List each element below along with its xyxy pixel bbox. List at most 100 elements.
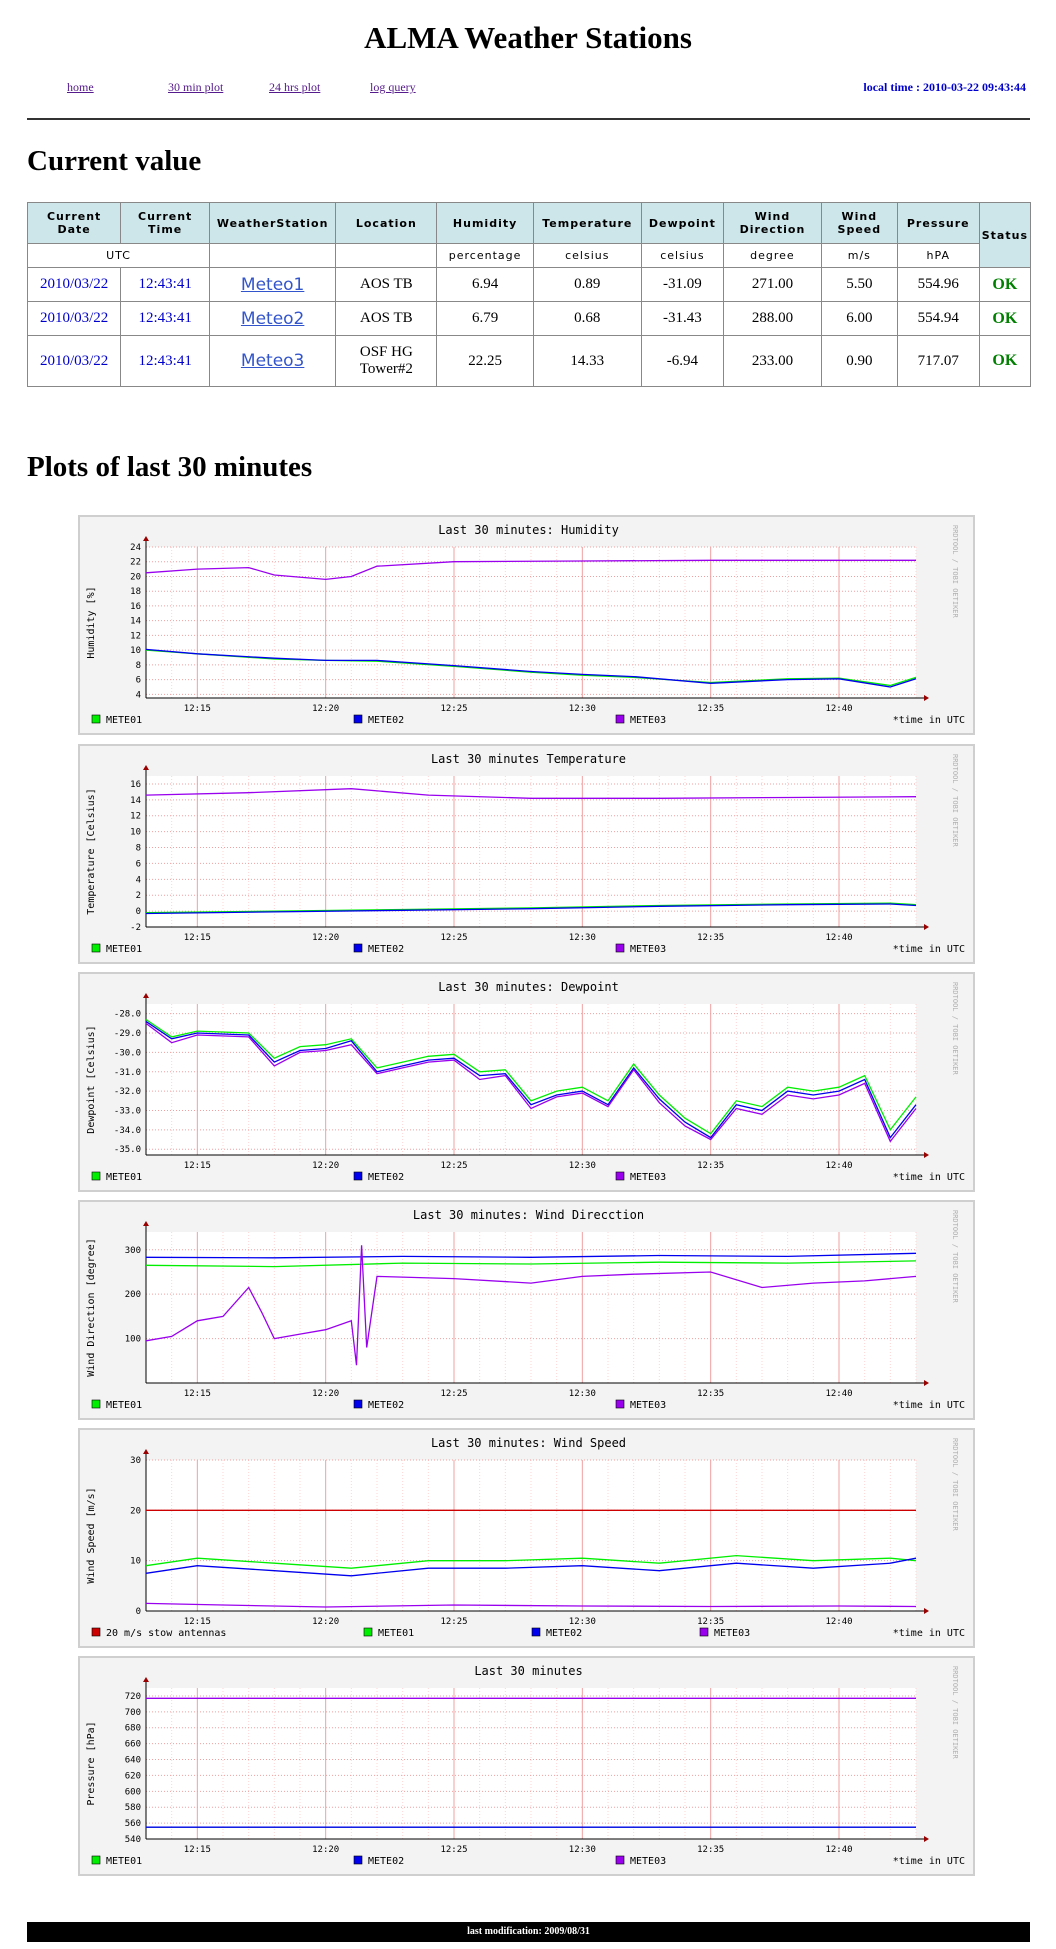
y-tick-label: 4 [136, 690, 141, 700]
time-note: *time in UTC [893, 1628, 965, 1639]
y-tick-label: -32.0 [114, 1087, 141, 1097]
wind-speed-cell: 6.00 [820, 301, 898, 336]
y-tick-label: 14 [130, 617, 141, 627]
x-tick-label: 12:30 [569, 1845, 596, 1855]
chart-svg: 4 6 8 10 12 14 16 18 20 22 24 12:15 12:20 12:25 12:30 1… [86, 523, 965, 726]
y-tick-label: 14 [130, 796, 141, 806]
legend-label: METE03 [630, 715, 666, 726]
y-tick-label: 640 [125, 1756, 141, 1766]
x-tick-label: 12:35 [697, 1389, 724, 1399]
y-tick-label: 16 [130, 602, 141, 612]
series-line-mete02 [145, 1557, 917, 1577]
series-line-mete03 [145, 1245, 917, 1366]
series-line-mete02 [145, 648, 917, 688]
y-tick-label: 600 [125, 1787, 141, 1797]
y-tick-label: 30 [130, 1456, 141, 1466]
y-axis-label: Pressure [hPa] [86, 1721, 97, 1805]
chart-title: Last 30 minutes: Wind Direcction [413, 1208, 644, 1222]
nav-24hrs-link[interactable]: 24 hrs plot [269, 80, 321, 94]
table-row: 2010/03/22 12:43:41 Meteo3 OSF HG Tower#… [26, 335, 1032, 387]
x-tick-label: 12:35 [697, 1845, 724, 1855]
y-tick-label: 0 [136, 1607, 141, 1617]
local-time: local time : 2010-03-22 09:43:44 [863, 80, 1026, 94]
station-link-meteo1[interactable]: Meteo1 [240, 274, 305, 295]
humidity-cell: 6.94 [436, 267, 534, 302]
nav-home-link[interactable]: home [67, 80, 94, 94]
y-tick-label: 10 [130, 646, 141, 656]
legend-swatch [353, 1399, 363, 1409]
legend-swatch [91, 1171, 101, 1181]
y-tick-label: 560 [125, 1819, 141, 1829]
time-note: *time in UTC [893, 1172, 965, 1183]
x-tick-label: 12:15 [184, 1389, 211, 1399]
legend-label: 20 m/s stow antennas [106, 1628, 226, 1639]
legend-label: METE03 [630, 944, 666, 955]
y-axis-arrow [143, 1221, 149, 1226]
chart-svg: 100 200 300 12:15 12:20 12:25 12:30 12:35 12:40 L… [86, 1208, 965, 1411]
x-tick-label: 12:40 [825, 933, 852, 943]
nav-30min-link[interactable]: 30 min plot [168, 80, 224, 94]
chart-title: Last 30 minutes [474, 1664, 582, 1678]
station-link-meteo3[interactable]: Meteo3 [240, 351, 305, 371]
pressure-chart: 540 560 580 600 620 640 660 680 700 720 12:15 12:20… [78, 1656, 975, 1876]
location-cell: AOS TB [335, 267, 438, 302]
x-tick-label: 12:25 [440, 1389, 467, 1399]
y-tick-label: 8 [136, 661, 141, 671]
station-link-meteo2[interactable]: Meteo2 [240, 308, 305, 329]
legend-swatch [353, 943, 363, 953]
legend-swatch [615, 1399, 625, 1409]
y-tick-label: -2 [130, 923, 141, 933]
unit-cell: m/s [820, 243, 898, 268]
x-tick-label: 12:15 [184, 704, 211, 714]
x-tick-label: 12:35 [697, 1617, 724, 1627]
y-tick-label: 12 [130, 812, 141, 822]
x-axis-arrow [924, 924, 929, 930]
dewpoint-cell: -6.94 [640, 335, 725, 387]
legend-swatch [91, 714, 101, 724]
chart-svg: 0 10 20 30 12:15 12:20 12:25 12:30 12:35 12:40 Las… [86, 1436, 965, 1639]
location-cell: AOS TB [335, 301, 438, 336]
col-header: Dewpoint [640, 202, 725, 244]
y-tick-label: 6 [136, 859, 141, 869]
unit-cell: hPA [896, 243, 980, 268]
y-tick-label: 200 [125, 1290, 141, 1300]
x-tick-label: 12:25 [440, 704, 467, 714]
nav-log-query-link[interactable]: log query [370, 80, 416, 94]
legend-label: METE02 [368, 1172, 404, 1183]
time-cell: 12:43:41 [120, 335, 211, 387]
x-tick-label: 12:30 [569, 933, 596, 943]
col-header: Wind Direction [723, 202, 822, 244]
legend-swatch [615, 1855, 625, 1865]
col-header: Wind Speed [820, 202, 898, 244]
y-tick-label: 680 [125, 1724, 141, 1734]
current-values-table: Current Date Current Time WeatherStation… [26, 202, 1032, 387]
legend-label: METE02 [368, 1400, 404, 1411]
x-tick-label: 12:20 [312, 704, 339, 714]
y-tick-label: 20 [130, 572, 141, 582]
wind-direction-chart: 100 200 300 12:15 12:20 12:25 12:30 12:35 12:40 L… [78, 1200, 975, 1420]
y-tick-label: -31.0 [114, 1068, 141, 1078]
legend-label: METE02 [368, 715, 404, 726]
temperature-cell: 0.68 [532, 301, 642, 336]
y-tick-label: 12 [130, 631, 141, 641]
unit-cell: celsius [640, 243, 725, 268]
col-header: Pressure [896, 202, 980, 244]
unit-cell: degree [723, 243, 822, 268]
legend-label: METE02 [368, 944, 404, 955]
date-cell: 2010/03/22 [26, 335, 122, 387]
y-tick-label: 20 [130, 1506, 141, 1516]
wind-direction-cell: 288.00 [723, 301, 822, 336]
table-row: 2010/03/22 12:43:41 Meteo2 AOS TB 6.79 0… [26, 301, 1032, 336]
col-header: Humidity [436, 202, 534, 244]
humidity-cell: 6.79 [436, 301, 534, 336]
time-cell: 12:43:41 [120, 267, 211, 302]
time-note: *time in UTC [893, 715, 965, 726]
y-tick-label: 720 [125, 1692, 141, 1702]
time-note: *time in UTC [893, 1400, 965, 1411]
temperature-cell: 0.89 [532, 267, 642, 302]
legend-label: METE03 [630, 1400, 666, 1411]
x-tick-label: 12:30 [569, 1389, 596, 1399]
x-tick-label: 12:15 [184, 1161, 211, 1171]
col-header: Temperature [532, 202, 642, 244]
wind-speed-cell: 0.90 [820, 335, 898, 387]
